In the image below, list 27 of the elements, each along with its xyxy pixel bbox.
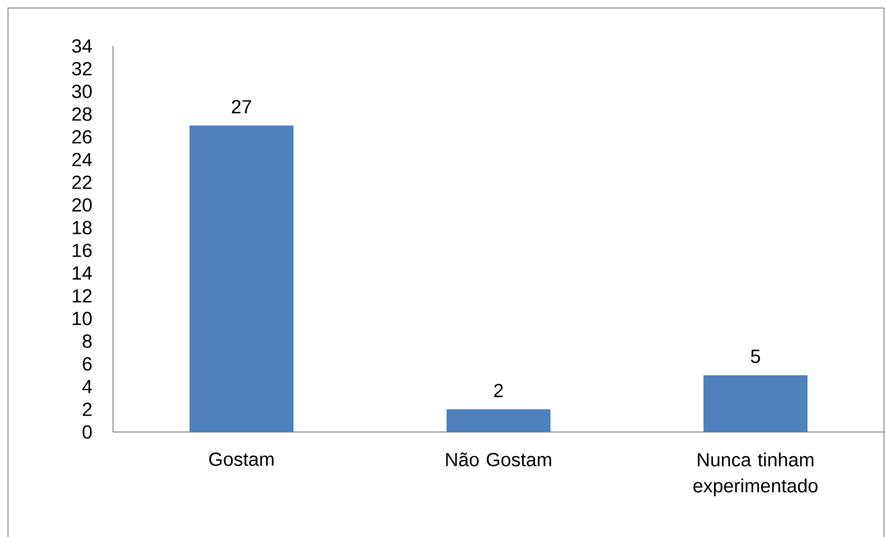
y-tick-label: 20: [72, 198, 92, 212]
y-tick-label: 10: [72, 312, 92, 326]
y-tick-label: 0: [82, 425, 92, 439]
y-tick-label: 2: [82, 402, 92, 416]
y-tick-label: 8: [82, 334, 92, 348]
y-tick-label: 32: [72, 62, 92, 76]
data-label: 2: [494, 384, 503, 398]
bar: [446, 409, 551, 432]
bar: [190, 125, 294, 432]
y-tick-label: 6: [82, 357, 92, 371]
y-tick-label: 14: [72, 266, 92, 280]
y-tick-label: 24: [72, 152, 92, 166]
y-tick-label: 12: [72, 289, 92, 302]
bar: [704, 375, 808, 432]
y-tick-label: 28: [72, 107, 92, 121]
x-tick-label: Gostam: [209, 452, 274, 466]
y-tick-label: 22: [72, 176, 92, 189]
y-tick-label: 18: [72, 220, 92, 234]
x-tick-label: Não Gostam: [446, 452, 552, 466]
y-tick-label: 34: [72, 39, 92, 53]
y-tick-label: 30: [72, 84, 92, 98]
data-label: 27: [232, 100, 252, 114]
data-label: 5: [750, 350, 760, 364]
y-tick-label: 26: [72, 130, 92, 144]
y-tick-label: 4: [82, 380, 92, 394]
y-tick-label: 16: [72, 244, 92, 258]
x-tick-label: Nunca tinham experimentado: [693, 452, 818, 496]
